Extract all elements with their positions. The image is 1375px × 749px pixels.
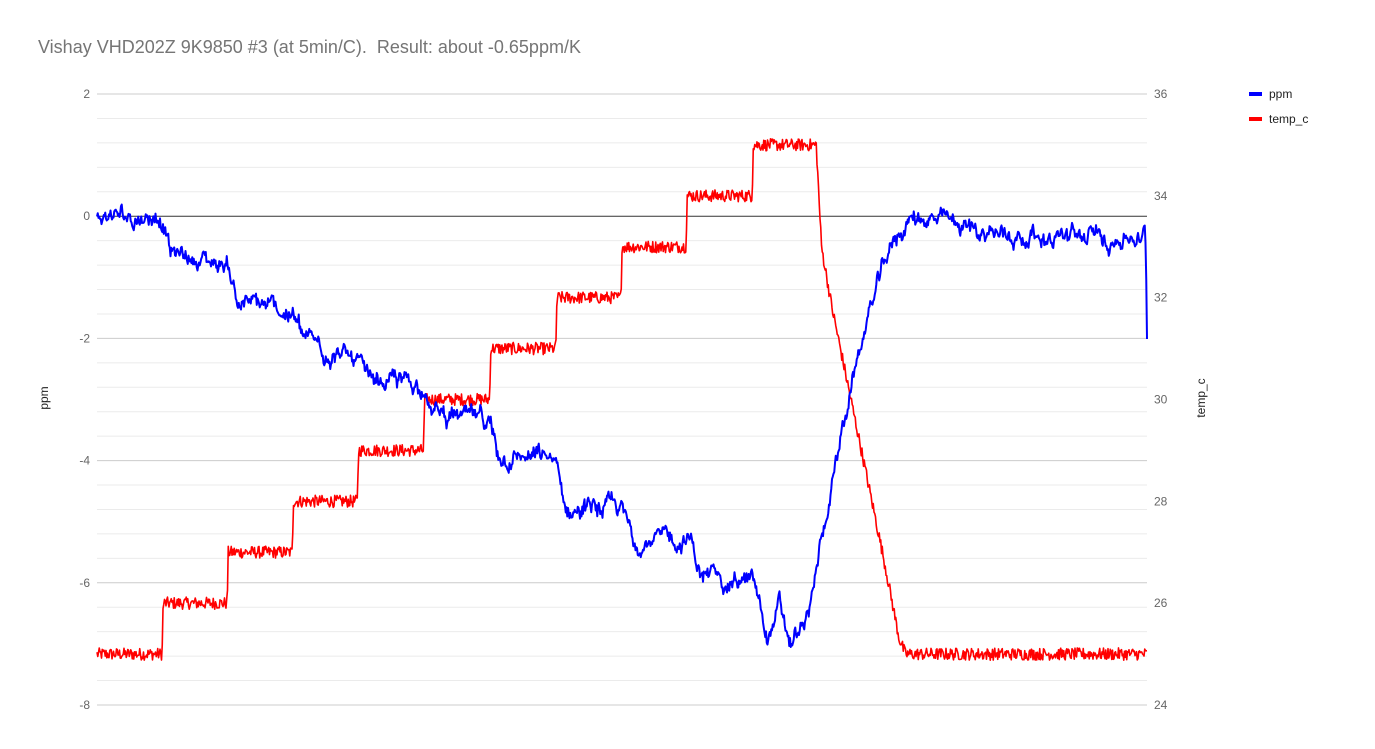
right-tick-label: 24 [1154, 698, 1168, 712]
legend: ppm temp_c [1249, 87, 1308, 126]
left-tick-label: 0 [83, 209, 90, 223]
right-tick-label: 36 [1154, 87, 1168, 101]
legend-swatch-ppm [1249, 92, 1262, 96]
right-tick-label: 32 [1154, 291, 1168, 305]
gridlines [97, 93, 1147, 706]
left-tick-label: -6 [79, 576, 90, 590]
left-tick-label: -4 [79, 454, 90, 468]
legend-label-ppm: ppm [1269, 87, 1292, 101]
right-tick-label: 28 [1154, 494, 1168, 508]
tick-labels: -8 -6 -4 -2 0 2 24 26 28 30 32 34 36 [79, 87, 1167, 712]
left-tick-label: 2 [83, 87, 90, 101]
series-line-temp-c [96, 138, 1148, 661]
chart-title: Vishay VHD202Z 9K9850 #3 (at 5min/C). Re… [38, 37, 581, 57]
series-line-ppm [96, 203, 1148, 648]
left-tick-label: -2 [79, 331, 90, 345]
left-axis-title: ppm [37, 386, 51, 409]
series-lines [96, 138, 1148, 661]
right-tick-label: 26 [1154, 596, 1168, 610]
left-tick-label: -8 [79, 698, 90, 712]
right-axis-title: temp_c [1194, 378, 1208, 417]
right-tick-label: 34 [1154, 189, 1168, 203]
right-tick-label: 30 [1154, 393, 1168, 407]
legend-swatch-temp-c [1249, 117, 1262, 121]
legend-label-temp-c: temp_c [1269, 112, 1308, 126]
